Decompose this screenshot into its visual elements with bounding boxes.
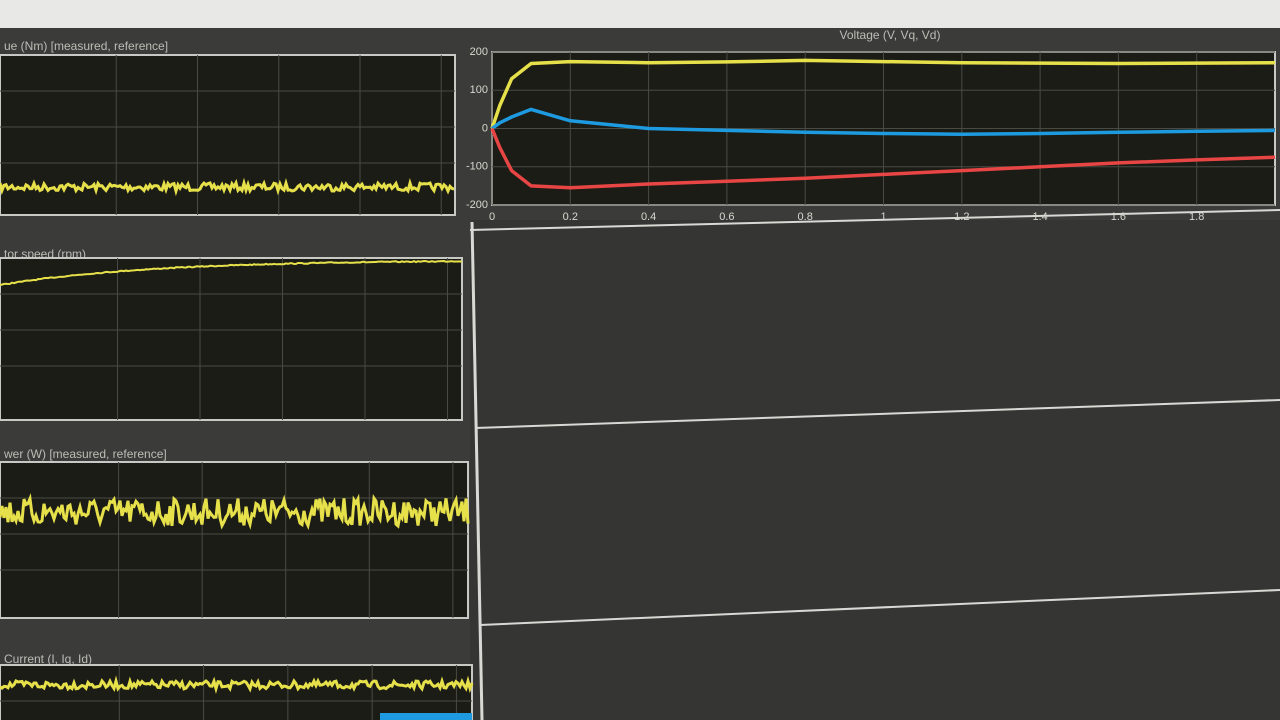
trace bbox=[0, 177, 455, 197]
x-tick-label: 0.6 bbox=[719, 211, 734, 223]
empty-panels bbox=[470, 220, 1280, 720]
panel-title: Current (I, Iq, Id) bbox=[4, 652, 92, 666]
x-tick-label: 1.8 bbox=[1189, 211, 1204, 223]
x-tick-label: 0.4 bbox=[641, 211, 656, 223]
y-tick-label: 0 bbox=[482, 122, 488, 134]
panel-border bbox=[470, 221, 484, 720]
plot-area bbox=[0, 664, 473, 720]
y-tick-label: 100 bbox=[470, 84, 488, 96]
trace bbox=[0, 675, 474, 694]
series-line bbox=[490, 58, 1276, 130]
y-tick-label: -100 bbox=[466, 161, 488, 173]
chart-title: Voltage (V, Vq, Vd) bbox=[840, 28, 941, 42]
panel-title: wer (W) [measured, reference] bbox=[3, 447, 167, 461]
trace bbox=[380, 713, 472, 720]
panel-border bbox=[474, 399, 1280, 429]
series-line bbox=[490, 107, 1276, 136]
x-tick-label: 1.4 bbox=[1032, 211, 1047, 223]
x-tick-label: 0.8 bbox=[798, 211, 813, 223]
plot-area bbox=[0, 257, 463, 421]
x-tick-label: 0 bbox=[489, 211, 495, 223]
panel-title: ue (Nm) [measured, reference] bbox=[4, 39, 168, 53]
y-tick-label: -200 bbox=[466, 199, 488, 211]
x-tick-label: 0.2 bbox=[563, 211, 578, 223]
x-tick-label: 1.2 bbox=[954, 211, 969, 223]
y-tick-label: 200 bbox=[470, 46, 488, 58]
panel-border bbox=[469, 209, 1280, 231]
panel-border bbox=[479, 589, 1280, 626]
x-tick-label: 1 bbox=[880, 211, 886, 223]
top-bar bbox=[0, 0, 1280, 28]
plot-area bbox=[0, 461, 469, 619]
series-line bbox=[490, 127, 1276, 190]
x-tick-label: 1.6 bbox=[1111, 211, 1126, 223]
trace bbox=[0, 259, 463, 286]
trace bbox=[0, 492, 470, 531]
plot-area bbox=[0, 54, 456, 216]
